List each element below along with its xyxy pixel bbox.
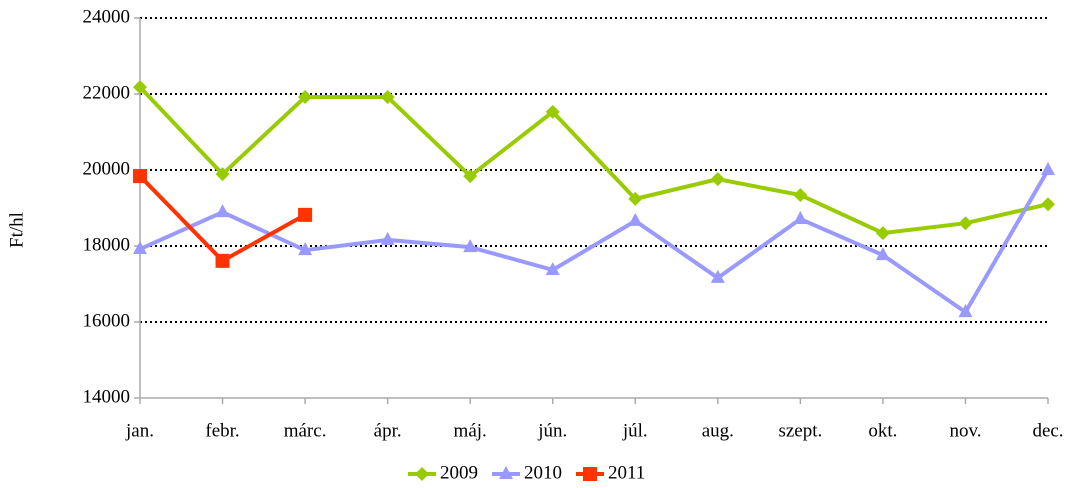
x-tick-label: júl. bbox=[622, 420, 648, 441]
point bbox=[133, 80, 147, 95]
point bbox=[215, 253, 230, 268]
point bbox=[875, 247, 890, 261]
x-tick-label: máj. bbox=[454, 420, 487, 441]
point bbox=[380, 231, 395, 245]
point bbox=[298, 90, 313, 105]
x-tick-label: okt. bbox=[868, 420, 897, 441]
legend-label: 2009 bbox=[440, 462, 478, 483]
y-tick-label: 18000 bbox=[83, 234, 131, 255]
series-line bbox=[138, 174, 307, 263]
point bbox=[545, 104, 560, 119]
point bbox=[545, 261, 560, 275]
x-tick-label: febr. bbox=[205, 420, 239, 441]
x-tick-label: jan. bbox=[125, 420, 154, 441]
y-tick-label: 24000 bbox=[83, 6, 131, 27]
point bbox=[463, 239, 478, 253]
series-line bbox=[138, 85, 1049, 236]
point bbox=[875, 226, 890, 241]
point bbox=[463, 169, 478, 184]
point bbox=[958, 304, 973, 318]
point bbox=[298, 242, 313, 256]
x-tick-label: ápr. bbox=[374, 420, 402, 441]
x-tick-label: nov. bbox=[949, 420, 981, 441]
y-tick-label: 22000 bbox=[83, 82, 131, 103]
y-tick-label: 14000 bbox=[83, 386, 131, 407]
point bbox=[793, 211, 808, 225]
point bbox=[1041, 197, 1055, 212]
y-axis-label: Ft/hl bbox=[6, 212, 27, 248]
legend-marker bbox=[583, 467, 597, 481]
point bbox=[298, 207, 313, 222]
point bbox=[958, 216, 973, 231]
point bbox=[215, 167, 230, 182]
legend-label: 2011 bbox=[608, 462, 645, 483]
point bbox=[628, 212, 643, 226]
x-tick-label: márc. bbox=[284, 420, 327, 441]
point bbox=[133, 241, 147, 255]
point bbox=[628, 191, 643, 206]
x-tick-label: szept. bbox=[778, 420, 822, 441]
series-line bbox=[139, 168, 1050, 315]
point bbox=[710, 172, 725, 187]
point bbox=[1041, 162, 1055, 175]
point bbox=[380, 90, 395, 105]
point bbox=[793, 188, 808, 203]
y-tick-label: 16000 bbox=[83, 310, 131, 331]
legend-marker bbox=[499, 466, 513, 479]
x-tick-label: aug. bbox=[702, 420, 734, 441]
y-tick-label: 20000 bbox=[83, 158, 131, 179]
point bbox=[133, 169, 147, 184]
point bbox=[710, 269, 725, 283]
x-tick-label: dec. bbox=[1032, 420, 1063, 441]
point bbox=[215, 204, 230, 218]
legend-label: 2010 bbox=[524, 462, 562, 483]
x-tick-label: jún. bbox=[537, 420, 567, 441]
legend-marker bbox=[415, 467, 429, 481]
